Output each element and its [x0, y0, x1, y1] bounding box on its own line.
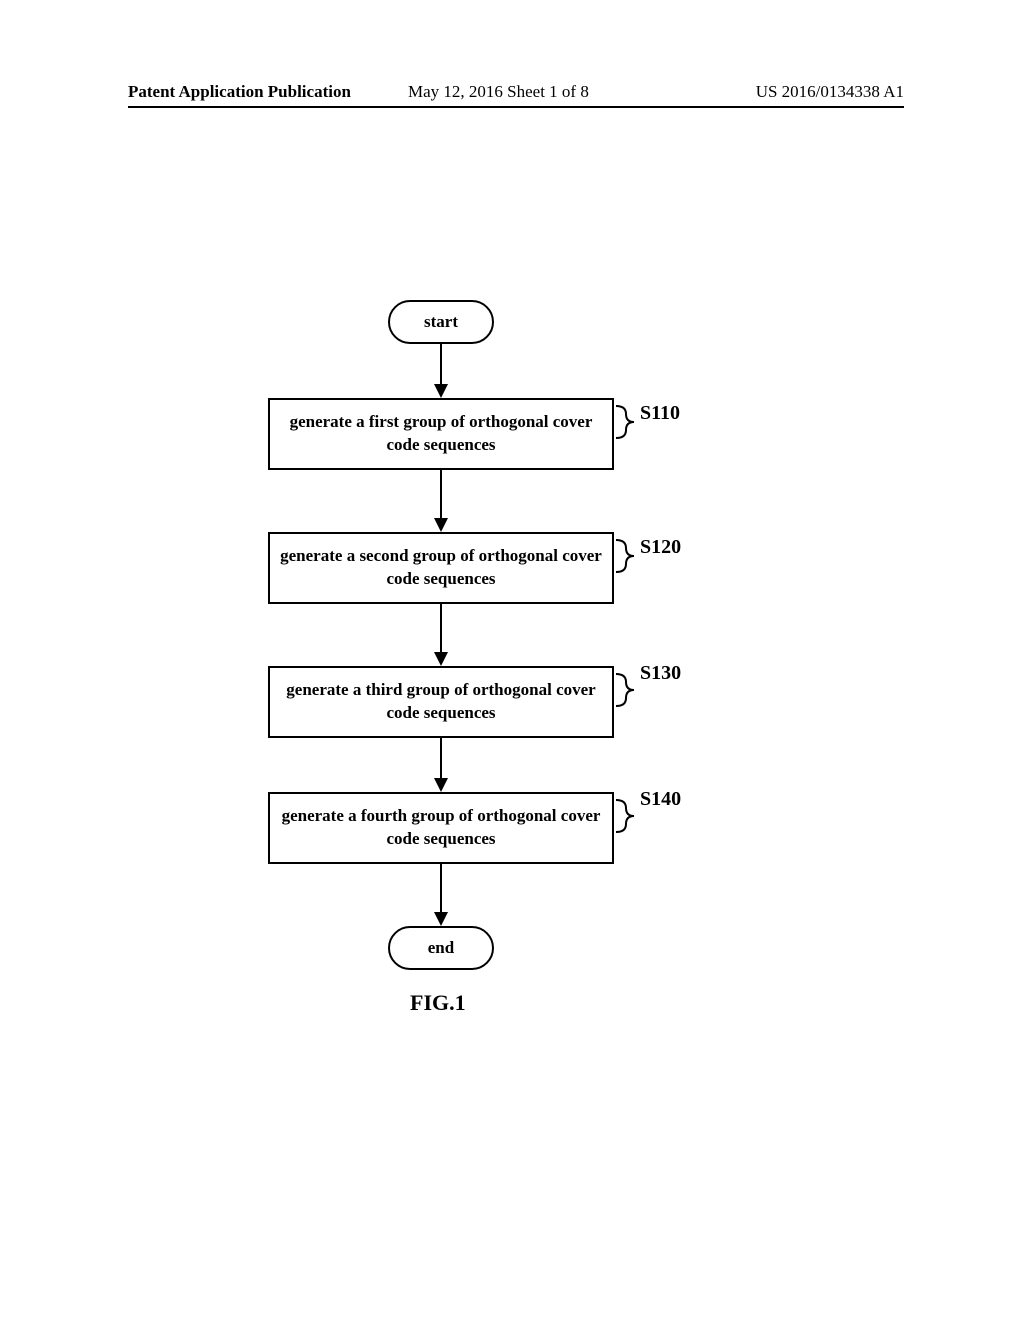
- node-end-label: end: [428, 938, 454, 958]
- node-start-label: start: [424, 312, 458, 332]
- edge-s120-s130: [268, 604, 614, 666]
- edge-s130-s140: [268, 738, 614, 792]
- node-s110: generate a first group of orthogonal cov…: [268, 398, 614, 470]
- arrow-icon: [431, 604, 451, 666]
- node-s130: generate a third group of orthogonal cov…: [268, 666, 614, 738]
- tag-s120: S120: [640, 536, 681, 559]
- header-left: Patent Application Publication: [128, 82, 351, 101]
- brace-icon: [614, 538, 636, 574]
- brace-icon: [614, 798, 636, 834]
- node-s110-label: generate a first group of orthogonal cov…: [280, 411, 602, 457]
- page-header: Patent Application Publication May 12, 2…: [128, 82, 904, 102]
- tag-s110: S110: [640, 402, 680, 425]
- node-start: start: [388, 300, 494, 344]
- arrow-icon: [431, 864, 451, 926]
- tag-s140: S140: [640, 788, 681, 811]
- flowchart-fig1: start generate a first group of orthogon…: [0, 300, 1024, 970]
- node-end: end: [388, 926, 494, 970]
- arrow-icon: [431, 470, 451, 532]
- arrow-icon: [431, 344, 451, 398]
- figure-caption: FIG.1: [410, 990, 466, 1016]
- tag-s130: S130: [640, 662, 681, 685]
- brace-icon: [614, 404, 636, 440]
- node-s120-label: generate a second group of orthogonal co…: [280, 545, 602, 591]
- flowchart-column: start generate a first group of orthogon…: [268, 300, 614, 970]
- edge-s110-s120: [268, 470, 614, 532]
- edge-s140-end: [268, 864, 614, 926]
- edge-start-s110: [268, 344, 614, 398]
- header-right: US 2016/0134338 A1: [756, 82, 904, 102]
- node-s140: generate a fourth group of orthogonal co…: [268, 792, 614, 864]
- patent-page: Patent Application Publication May 12, 2…: [0, 0, 1024, 1320]
- node-s130-label: generate a third group of orthogonal cov…: [280, 679, 602, 725]
- arrow-icon: [431, 738, 451, 792]
- header-middle: May 12, 2016 Sheet 1 of 8: [408, 82, 589, 102]
- brace-icon: [614, 672, 636, 708]
- header-rule: [128, 106, 904, 108]
- node-s140-label: generate a fourth group of orthogonal co…: [280, 805, 602, 851]
- node-s120: generate a second group of orthogonal co…: [268, 532, 614, 604]
